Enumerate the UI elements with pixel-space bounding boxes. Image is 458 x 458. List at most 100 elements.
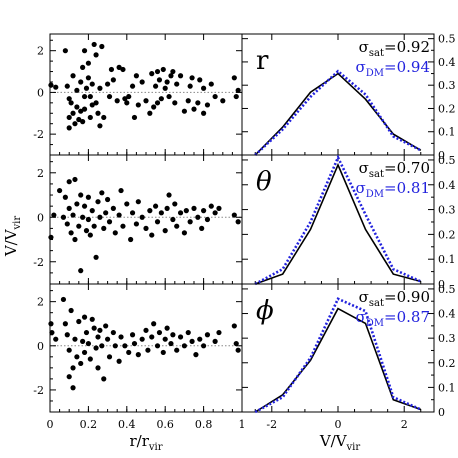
data-point: [120, 223, 126, 229]
y-tick-label: 0: [37, 86, 44, 99]
legend-sat: σsat=0.90: [359, 288, 430, 309]
data-point: [83, 228, 90, 234]
data-point: [64, 83, 70, 89]
legend-sat-value: =0.92: [384, 38, 430, 56]
data-point: [66, 125, 72, 131]
x-tick-label: 2: [401, 418, 408, 431]
data-point: [158, 96, 164, 102]
data-point: [124, 201, 130, 207]
data-point: [108, 66, 115, 73]
data-point: [112, 343, 118, 349]
data-point: [139, 214, 145, 220]
data-point: [89, 208, 95, 214]
y-tick-label: 0: [438, 406, 445, 419]
data-point: [208, 203, 214, 209]
data-point: [197, 77, 203, 83]
legend-sat-sigma: σ: [359, 159, 369, 177]
legend-dm-value: =0.87: [384, 308, 430, 326]
data-point: [149, 71, 155, 77]
y-axis-label-main: V/V: [2, 228, 20, 257]
data-point: [120, 66, 126, 73]
data-point: [153, 203, 159, 209]
legend-dm: σDM=0.94: [356, 58, 430, 79]
data-point: [74, 354, 80, 360]
legend-dm: σDM=0.81: [356, 179, 430, 200]
data-point: [220, 98, 226, 104]
data-point: [101, 225, 107, 231]
data-point: [212, 210, 218, 216]
data-point: [149, 334, 155, 340]
data-point: [145, 347, 151, 353]
y-tick-label: -2: [33, 256, 44, 269]
data-point: [170, 68, 176, 75]
x-tick-label: 0.6: [156, 418, 174, 431]
data-point: [170, 216, 176, 223]
data-point: [48, 321, 54, 327]
data-point: [57, 187, 63, 194]
data-point: [193, 352, 199, 358]
legend-dm-sigma: σ: [356, 179, 366, 197]
data-point: [235, 219, 241, 225]
data-point: [208, 81, 214, 87]
x-axis-label-left-sub: vir: [148, 442, 163, 453]
scatter-frame: [49, 154, 243, 285]
y-tick-label: 2: [37, 167, 44, 180]
data-point: [160, 349, 166, 356]
data-point: [166, 93, 172, 100]
data-point: [97, 85, 103, 91]
data-point: [80, 119, 86, 125]
data-point: [105, 81, 111, 87]
data-point: [97, 327, 103, 333]
data-point: [181, 108, 187, 114]
y-tick-label: -2: [33, 384, 44, 397]
data-point: [201, 110, 207, 116]
data-point: [185, 98, 191, 104]
data-point: [62, 48, 68, 54]
scatter-panel-phi: -2 0 2 0 0.2 0.4 0.6 0.8 1: [33, 283, 246, 431]
data-point: [93, 52, 99, 58]
data-point: [201, 208, 207, 214]
data-point: [74, 87, 80, 93]
legend-dm-sub: DM: [366, 68, 384, 79]
data-point: [81, 349, 88, 356]
y-tick-label: 0.2: [438, 228, 456, 241]
data-point: [93, 254, 99, 260]
data-point: [154, 343, 161, 349]
data-point: [80, 64, 86, 70]
data-point: [122, 96, 128, 102]
data-point: [95, 199, 101, 205]
data-point: [78, 79, 84, 85]
data-point: [72, 176, 78, 183]
data-point: [128, 236, 134, 243]
y-tick-label: 0.4: [438, 308, 456, 321]
data-point: [164, 325, 170, 331]
data-point: [95, 110, 101, 116]
scatter-panel-r: -2 0 2: [33, 33, 243, 156]
y-tick-label: 0.1: [438, 253, 456, 266]
data-point: [204, 332, 211, 338]
data-point: [216, 205, 222, 211]
data-point: [64, 221, 70, 227]
data-point: [153, 83, 159, 89]
data-point: [66, 374, 72, 380]
data-point: [85, 75, 91, 81]
data-point: [129, 332, 136, 338]
component-label: θ: [256, 167, 272, 197]
data-point: [216, 329, 222, 336]
scatter-panel-theta: -2 0 2: [33, 154, 243, 285]
data-point: [89, 316, 95, 322]
data-point: [143, 327, 149, 333]
x-axis-label-right-main: V/V: [319, 432, 348, 450]
data-point: [72, 121, 78, 127]
data-point: [162, 336, 168, 342]
y-tick-label: 0.5: [438, 154, 456, 167]
y-tick-label: 0: [37, 340, 44, 353]
data-point: [48, 234, 54, 240]
data-point: [66, 347, 72, 353]
y-tick-label: 0: [438, 278, 445, 291]
data-point: [135, 102, 141, 108]
data-point: [66, 114, 72, 121]
data-point: [191, 106, 197, 112]
data-point: [174, 347, 180, 353]
